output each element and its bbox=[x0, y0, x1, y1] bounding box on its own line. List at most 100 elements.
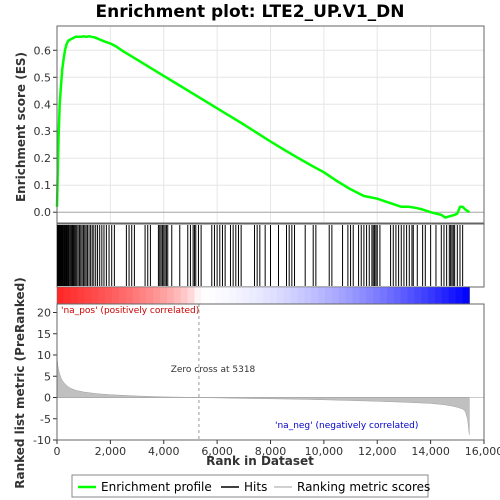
top-y-tick-label: 0.6 bbox=[34, 44, 52, 57]
bottom-y-tick-label: -5 bbox=[40, 413, 51, 426]
x-axis-label: Rank in Dataset bbox=[206, 454, 314, 468]
gradient-segment bbox=[215, 287, 223, 304]
gradient-segment bbox=[173, 287, 182, 304]
gradient-segment bbox=[441, 287, 450, 304]
x-tick-label: 12,000 bbox=[358, 445, 397, 458]
ranking-gradient-bar bbox=[56, 286, 470, 305]
legend-label-ranking-metric: Ranking metric scores bbox=[297, 480, 430, 494]
gradient-segment bbox=[263, 287, 271, 304]
top-y-tick-label: 0.5 bbox=[34, 71, 52, 84]
gradient-segment bbox=[311, 287, 319, 304]
bottom-y-axis-label: Ranked list metric (PreRanked) bbox=[13, 277, 27, 489]
gradient-segment bbox=[132, 287, 141, 304]
gradient-segment bbox=[70, 287, 79, 304]
top-y-tick-label: 0.1 bbox=[34, 179, 52, 192]
x-tick-label: 0 bbox=[54, 445, 61, 458]
gradient-segment bbox=[393, 287, 402, 304]
gradient-segment bbox=[105, 287, 113, 304]
top-y-tick-label: 0.4 bbox=[34, 98, 52, 111]
gradient-segment bbox=[98, 287, 106, 304]
gradient-segment bbox=[304, 287, 312, 304]
gradient-segment bbox=[84, 287, 92, 304]
bottom-y-tick-label: -10 bbox=[33, 434, 51, 447]
gradient-segment bbox=[187, 287, 196, 304]
gradient-segment bbox=[111, 287, 120, 304]
gradient-segment bbox=[242, 287, 251, 304]
gradient-segment bbox=[208, 287, 216, 304]
enrichment-score-panel: 0.0 0.1 0.2 0.3 0.4 0.5 0.6 bbox=[34, 25, 485, 224]
gradient-segment bbox=[276, 287, 285, 304]
gradient-segment bbox=[139, 287, 147, 304]
gradient-segment bbox=[386, 287, 395, 304]
gradient-segment bbox=[194, 287, 202, 304]
gradient-segment bbox=[57, 287, 65, 304]
gradient-segment bbox=[118, 287, 127, 304]
top-y-tick-label: 0.3 bbox=[34, 125, 52, 138]
gradient-segment bbox=[63, 287, 72, 304]
gradient-segment bbox=[166, 287, 175, 304]
gradient-segment bbox=[221, 287, 230, 304]
legend-label-hits: Hits bbox=[244, 480, 267, 494]
enrichment-profile-line bbox=[55, 35, 470, 219]
gradient-segment bbox=[359, 287, 367, 304]
x-tick-label: 10,000 bbox=[305, 445, 344, 458]
gradient-segment bbox=[146, 287, 154, 304]
top-y-axis-label: Enrichment score (ES) bbox=[14, 52, 28, 202]
chart-title: Enrichment plot: LTE2_UP.V1_DN bbox=[96, 2, 405, 22]
x-tick-label: 16,000 bbox=[465, 445, 500, 458]
gradient-segment bbox=[235, 287, 244, 304]
gradient-segment bbox=[228, 287, 237, 304]
x-tick-label: 6,000 bbox=[201, 445, 233, 458]
gradient-segment bbox=[153, 287, 161, 304]
top-y-tick-label: 0.2 bbox=[34, 152, 52, 165]
positive-correlation-label: 'na_pos' (positively correlated) bbox=[61, 306, 199, 316]
gradient-segment bbox=[462, 287, 470, 304]
x-tick-label: 14,000 bbox=[411, 445, 450, 458]
gradient-segment bbox=[434, 287, 443, 304]
gradient-segment bbox=[455, 287, 464, 304]
zero-cross-label: Zero cross at 5318 bbox=[171, 365, 256, 375]
gradient-segment bbox=[201, 287, 209, 304]
gradient-segment bbox=[338, 287, 347, 304]
negative-correlation-label: 'na_neg' (negatively correlated) bbox=[275, 421, 418, 431]
x-tick-label: 2,000 bbox=[95, 445, 127, 458]
gradient-segment bbox=[249, 287, 257, 304]
gradient-segment bbox=[318, 287, 326, 304]
gradient-segment bbox=[325, 287, 333, 304]
gradient-segment bbox=[345, 287, 354, 304]
bottom-y-tick-label: 0 bbox=[44, 392, 51, 405]
x-tick-label: 4,000 bbox=[148, 445, 180, 458]
bottom-plot-area bbox=[57, 304, 484, 440]
bottom-y-tick-label: 10 bbox=[37, 349, 51, 362]
gradient-segment bbox=[290, 287, 299, 304]
legend: Enrichment profile Hits Ranking metric s… bbox=[71, 474, 430, 498]
bottom-y-tick-label: 20 bbox=[37, 307, 51, 320]
gradient-segment bbox=[407, 287, 415, 304]
gradient-segment bbox=[366, 287, 374, 304]
gradient-segment bbox=[125, 287, 134, 304]
gradient-segment bbox=[297, 287, 305, 304]
gradient-segment bbox=[283, 287, 292, 304]
gradient-segment bbox=[421, 287, 429, 304]
gradient-segment bbox=[91, 287, 99, 304]
gradient-segment bbox=[400, 287, 409, 304]
gradient-segment bbox=[77, 287, 86, 304]
bottom-y-tick-label: 15 bbox=[37, 328, 51, 341]
bottom-y-tick-label: 5 bbox=[44, 370, 51, 383]
gradient-segment bbox=[428, 287, 436, 304]
gradient-segment bbox=[256, 287, 264, 304]
legend-label-enrichment-profile: Enrichment profile bbox=[101, 480, 212, 494]
hits-panel bbox=[56, 223, 485, 288]
gradient-segment bbox=[448, 287, 457, 304]
gradient-segment bbox=[373, 287, 381, 304]
legend-box bbox=[71, 474, 429, 498]
top-plot-frame bbox=[56, 25, 485, 224]
gradient-segment bbox=[379, 287, 388, 304]
gradient-segment bbox=[352, 287, 360, 304]
ranked-metric-panel: -10 -5 0 5 10 15 20 0 2,000 4,000 6,000 8,000 10,000… bbox=[33, 303, 500, 458]
gradient-segment bbox=[331, 287, 340, 304]
gradient-segment bbox=[414, 287, 422, 304]
gradient-segment bbox=[160, 287, 168, 304]
gradient-segment bbox=[180, 287, 189, 304]
